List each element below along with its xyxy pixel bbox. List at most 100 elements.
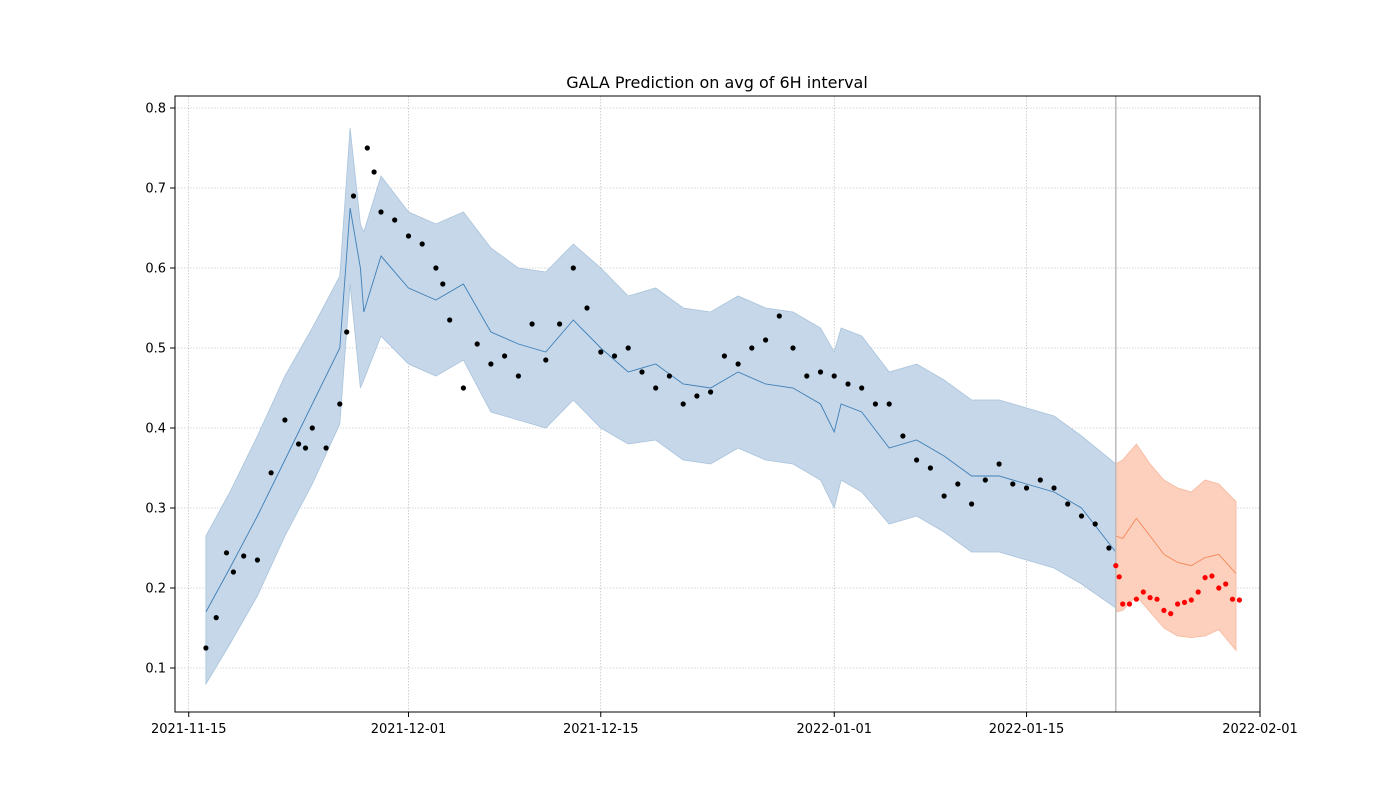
test-point <box>1175 601 1181 607</box>
test-point <box>1126 601 1133 607</box>
observed-point <box>502 353 508 359</box>
observed-point <box>817 369 824 375</box>
test-point <box>1229 596 1236 602</box>
observed-point <box>598 349 604 355</box>
observed-point <box>996 461 1002 467</box>
observed-point <box>776 313 782 319</box>
observed-point <box>230 569 236 575</box>
observed-point <box>419 241 425 247</box>
y-tick-label: 0.6 <box>145 262 166 277</box>
x-tick-label: 2021-12-01 <box>371 722 447 737</box>
observed-point <box>1023 485 1030 491</box>
observed-point <box>515 373 522 379</box>
observed-point <box>914 457 920 463</box>
observed-point <box>440 281 446 287</box>
observed-point <box>570 265 576 271</box>
observed-point <box>309 425 315 431</box>
test-point <box>1113 563 1119 569</box>
test-point <box>1140 589 1146 595</box>
observed-point <box>611 353 618 359</box>
observed-point <box>969 501 975 507</box>
test-point <box>1168 611 1174 617</box>
observed-point <box>378 209 384 215</box>
test-point <box>1133 596 1139 602</box>
observed-point <box>282 417 288 423</box>
observed-point <box>763 337 769 343</box>
y-axis: 0.1 0.2 0.3 0.4 0.5 0.6 0.7 0.8 <box>145 102 175 677</box>
test-point <box>1209 573 1215 579</box>
observed-point <box>927 465 934 471</box>
y-tick-label: 0.3 <box>145 502 166 517</box>
observed-point <box>735 361 741 367</box>
observed-point <box>955 481 961 487</box>
plot-frame <box>174 95 1261 713</box>
observed-point <box>323 445 329 451</box>
test-point <box>1116 574 1122 580</box>
test-point <box>1181 599 1188 606</box>
observed-point <box>1106 545 1112 551</box>
observed-point <box>223 550 230 556</box>
observed-point <box>529 321 535 327</box>
observed-point <box>1010 481 1016 487</box>
y-tick-label: 0.1 <box>145 662 166 677</box>
observed-point <box>213 615 219 621</box>
test-point <box>1154 596 1160 602</box>
observed-point <box>625 345 631 351</box>
chart-title: GALA Prediction on avg of 6H interval <box>566 73 868 92</box>
observed-point <box>1037 477 1043 483</box>
observed-point <box>790 345 796 351</box>
y-tick-label: 0.8 <box>145 102 166 117</box>
observed-point <box>203 645 209 651</box>
test-point <box>1120 601 1126 607</box>
observed-point <box>405 233 412 239</box>
test-point <box>1161 607 1167 614</box>
observed-point <box>488 361 494 367</box>
observed-point <box>392 217 398 223</box>
test-point <box>1236 597 1242 603</box>
forecast-line <box>1115 517 1237 574</box>
observed-point <box>900 433 906 439</box>
x-tick-label: 2022-01-01 <box>796 722 872 737</box>
observed-point <box>1051 485 1057 491</box>
observed-point <box>872 401 879 407</box>
observed-point <box>749 345 755 351</box>
observed-point <box>371 169 377 175</box>
observed-point <box>941 493 947 499</box>
x-tick-label: 2021-11-15 <box>151 722 227 737</box>
test-point <box>1195 589 1201 595</box>
observed-point <box>666 373 673 379</box>
observed-point <box>831 373 837 379</box>
observed-point <box>886 401 892 407</box>
observed-point <box>268 470 274 476</box>
observed-point <box>680 401 686 407</box>
observed-point <box>1065 501 1071 507</box>
observed-point <box>350 193 357 199</box>
observed-point <box>804 373 810 379</box>
fit-line <box>205 207 1117 613</box>
x-axis: 2021-11-15 2021-12-01 2021-12-15 2022-01-01… <box>151 712 1298 737</box>
trend-lines <box>205 207 1237 613</box>
test-point <box>1147 595 1153 601</box>
observed-point <box>1078 513 1085 519</box>
observed-point <box>460 385 466 391</box>
observed-point <box>364 145 370 151</box>
observed-point <box>543 357 549 363</box>
observed-point <box>447 317 453 323</box>
observed-point <box>433 265 439 271</box>
observed-point <box>241 553 247 559</box>
observed-point <box>474 341 480 347</box>
y-tick-label: 0.2 <box>145 582 166 597</box>
test-point <box>1202 575 1208 581</box>
test-point <box>1223 581 1229 587</box>
x-tick-label: 2021-12-15 <box>563 722 639 737</box>
observed-point <box>639 369 645 375</box>
observed-point <box>337 401 343 407</box>
observed-point <box>982 477 988 483</box>
observed-point <box>859 385 865 391</box>
y-tick-label: 0.4 <box>145 422 166 437</box>
observed-point <box>721 353 728 359</box>
observed-point <box>302 445 309 451</box>
observed-point <box>845 381 851 387</box>
observed-point <box>254 557 260 563</box>
observed-point <box>344 329 350 335</box>
